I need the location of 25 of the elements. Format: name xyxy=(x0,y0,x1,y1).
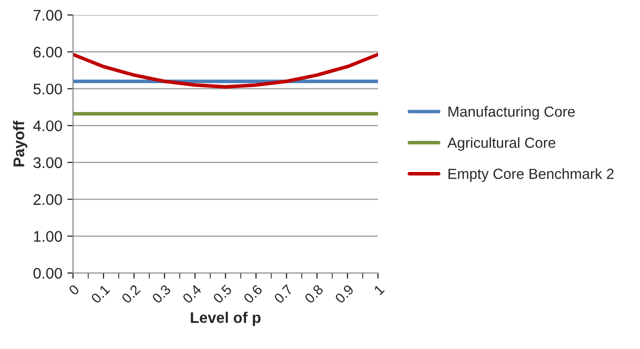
y-tick-label: 2.00 xyxy=(34,194,62,205)
y-tick-label: 4.00 xyxy=(33,120,62,132)
y-tick-label: 7.00 xyxy=(34,10,62,21)
x-tick-label: 0.1 xyxy=(90,284,110,304)
x-tick-label: 0.8 xyxy=(304,284,324,304)
legend-label: Agricultural Core xyxy=(447,137,556,151)
x-axis-title: Level of p xyxy=(190,312,261,326)
x-tick-label: 0.9 xyxy=(334,284,354,304)
x-tick-label: 0.6 xyxy=(242,284,263,304)
y-tick-label: 3.00 xyxy=(33,157,62,168)
y-tick-label: 0.00 xyxy=(33,268,62,279)
line-series xyxy=(73,52,378,89)
y-axis-title: Payoff xyxy=(13,120,28,166)
y-tick-label: 5.00 xyxy=(33,84,62,94)
x-tick-label: 0.7 xyxy=(273,284,294,304)
x-tick-label: 1 xyxy=(374,284,385,296)
x-tick-label: 0 xyxy=(68,284,80,296)
y-tick-label: 6.00 xyxy=(34,46,62,58)
x-tick-label: 0.4 xyxy=(182,284,202,304)
x-tick-label: 0.3 xyxy=(151,284,172,304)
legend-label: Empty Core Benchmark 2 xyxy=(448,168,614,182)
legend-label: Manufacturing Core xyxy=(448,106,575,120)
y-tick-label: 1.00 xyxy=(34,231,62,242)
x-tick-label: 0.5 xyxy=(212,284,232,304)
x-tick-label: 0.2 xyxy=(120,284,141,304)
